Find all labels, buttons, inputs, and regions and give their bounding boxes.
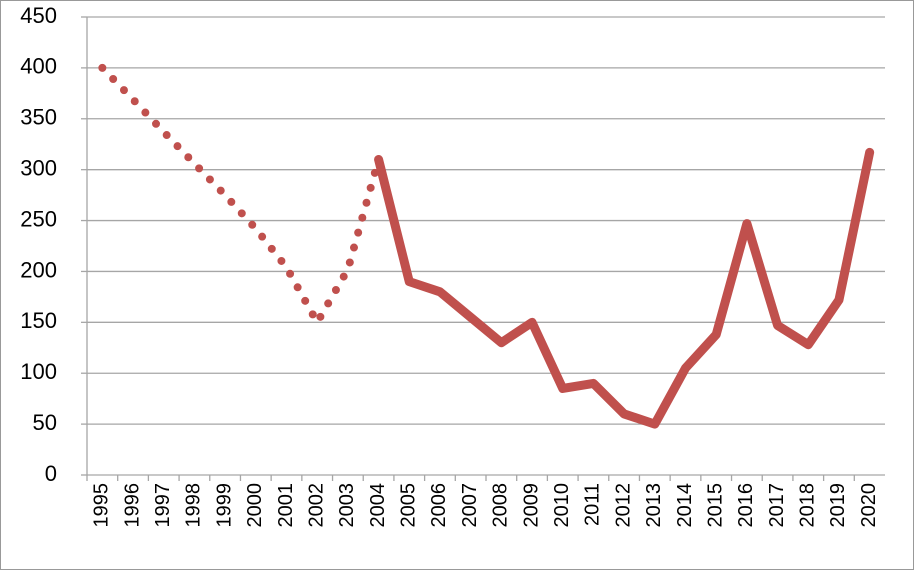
y-tick-label: 50 (33, 410, 57, 435)
x-tick-label: 2005 (398, 483, 420, 528)
x-tick-label: 2012 (612, 483, 634, 528)
x-tick-label: 2000 (244, 483, 266, 528)
x-tick-label: 2001 (275, 483, 297, 528)
x-tick-label: 2016 (735, 483, 757, 528)
y-tick-label: 150 (20, 308, 57, 333)
x-tick-label: 1995 (91, 483, 113, 528)
x-tick-label: 2006 (428, 483, 450, 528)
x-tick-label: 2009 (520, 483, 542, 528)
y-tick-label: 100 (20, 359, 57, 384)
y-tick-label: 300 (20, 155, 57, 180)
x-tick-label: 2019 (827, 483, 849, 528)
x-tick-label: 2011 (582, 483, 604, 526)
y-tick-label: 350 (20, 105, 57, 130)
x-tick-label: 2013 (643, 483, 665, 528)
x-tick-label: 2017 (766, 483, 788, 528)
x-tick-label: 2014 (674, 483, 696, 528)
x-tick-label: 2015 (704, 483, 726, 528)
x-tick-label: 2003 (336, 483, 358, 528)
x-tick-label: 2002 (305, 483, 327, 528)
y-tick-label: 0 (45, 461, 57, 486)
x-tick-label: 1997 (152, 483, 174, 528)
x-tick-label: 2018 (797, 483, 819, 528)
x-tick-label: 1998 (183, 483, 205, 528)
x-tick-label: 2010 (551, 483, 573, 528)
line-series (374, 147, 875, 429)
y-tick-label: 450 (20, 3, 57, 28)
x-tick-label: 1999 (213, 483, 235, 528)
x-tick-label: 2008 (490, 483, 512, 528)
y-tick-label: 250 (20, 206, 57, 231)
y-tick-label: 200 (20, 257, 57, 282)
line-series (98, 63, 383, 327)
x-tick-label: 2004 (367, 483, 389, 528)
x-tick-label: 2020 (858, 483, 880, 528)
x-tick-label: 2007 (459, 483, 481, 528)
x-tick-label: 1996 (121, 483, 143, 528)
y-tick-label: 400 (20, 54, 57, 79)
